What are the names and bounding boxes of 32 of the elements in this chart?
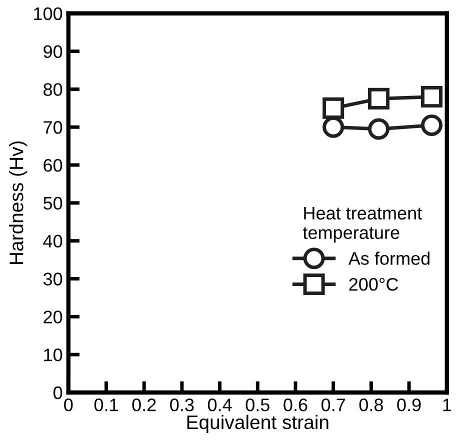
x-tick-label: 0.4 [208,398,232,412]
x-tick-label: 0.6 [284,398,308,412]
point [420,114,443,136]
y-tick-label: 20 [44,310,62,324]
x-tick-label: 0 [64,398,73,412]
legend-label: 200°C [349,278,398,291]
y-tick-label: 30 [43,272,62,286]
x-tick-label: 0.8 [359,398,383,412]
y-axis-title: Hardness (Hv) [9,141,28,264]
x-tick-label: 0.3 [170,398,194,412]
y-tick-label: 100 [34,7,62,20]
legend-label: As formed [348,252,430,265]
y-tick-label: 70 [44,121,62,134]
y-tick-label: 10 [44,348,62,362]
x-tick-label: 0.2 [132,398,156,412]
x-tick-label: 0.9 [397,398,421,412]
point [322,97,344,119]
x-axis-title: Equivalent strain [187,414,328,433]
point [420,86,443,108]
x-tick-label: 0.7 [321,398,345,412]
x-tick-label: 0.5 [246,398,270,412]
legend-title: Heat treatment temperature [302,206,422,243]
y-tick-label: 50 [43,196,62,210]
y-tick-label: 60 [44,158,62,172]
y-tick-label: 40 [43,234,62,248]
y-tick-label: 80 [44,83,62,96]
point [368,88,390,110]
y-tick-label: 90 [44,45,62,58]
x-tick-label: 1 [443,398,452,412]
point [368,118,390,140]
y-tick-label: 0 [54,386,62,400]
x-tick-label: 0.1 [94,398,118,412]
